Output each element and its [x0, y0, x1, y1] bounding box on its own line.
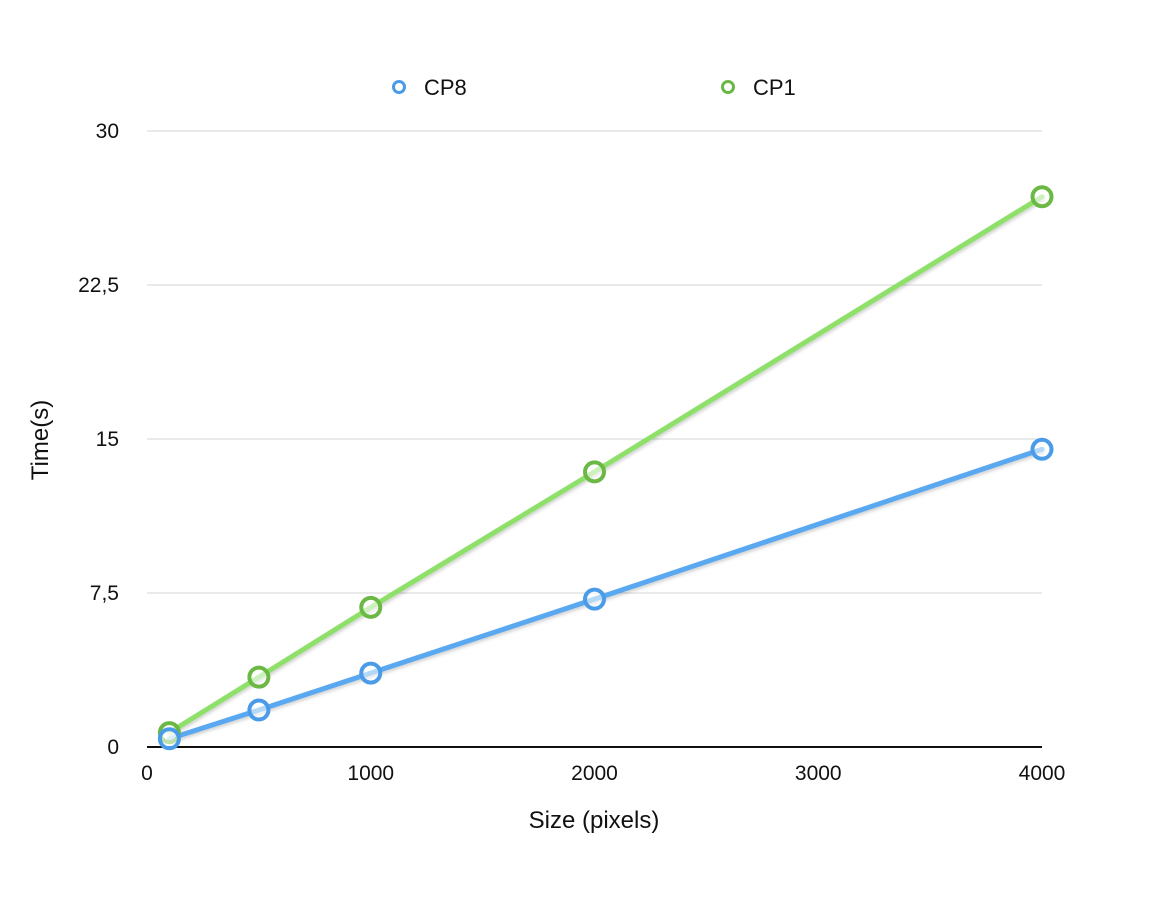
series-line-cp8 — [166, 446, 1045, 742]
x-axis-ticks: 0 1000 2000 3000 4000 — [141, 762, 1065, 785]
x-tick-label: 2000 — [571, 762, 618, 785]
y-axis-title: Time(s) — [27, 400, 54, 480]
series-lines — [166, 194, 1045, 742]
legend-marker — [721, 80, 735, 94]
legend-label: CP1 — [753, 75, 796, 100]
legend: CP8 CP1 — [392, 75, 796, 100]
series-line-cp1 — [166, 194, 1045, 736]
y-tick-label: 22,5 — [78, 274, 119, 297]
legend-item-cp1: CP1 — [721, 75, 796, 100]
y-tick-label: 7,5 — [90, 582, 119, 605]
x-tick-label: 4000 — [1019, 762, 1066, 785]
data-point-cp8 — [583, 587, 606, 611]
x-tick-label: 0 — [141, 762, 153, 785]
data-point-cp1 — [583, 460, 606, 484]
y-tick-label: 15 — [96, 428, 119, 451]
legend-label: CP8 — [424, 75, 467, 100]
data-point-cp1 — [247, 665, 271, 689]
x-tick-label: 3000 — [795, 762, 842, 785]
legend-marker — [392, 80, 406, 94]
x-tick-label: 1000 — [347, 762, 394, 785]
gridlines — [147, 130, 1042, 594]
y-tick-label: 30 — [96, 120, 119, 143]
data-point-cp8 — [157, 727, 181, 751]
data-point-cp1 — [1030, 185, 1054, 209]
data-point-cp8 — [1030, 437, 1054, 461]
y-axis-ticks: 0 7,5 15 22,5 30 — [78, 120, 119, 759]
data-point-cp8 — [247, 698, 271, 722]
data-point-cp1 — [359, 595, 383, 619]
series-markers — [157, 185, 1054, 751]
data-point-cp8 — [359, 661, 383, 685]
x-axis-title: Size (pixels) — [529, 807, 660, 834]
legend-item-cp8: CP8 — [392, 75, 467, 100]
y-tick-label: 0 — [107, 736, 119, 759]
